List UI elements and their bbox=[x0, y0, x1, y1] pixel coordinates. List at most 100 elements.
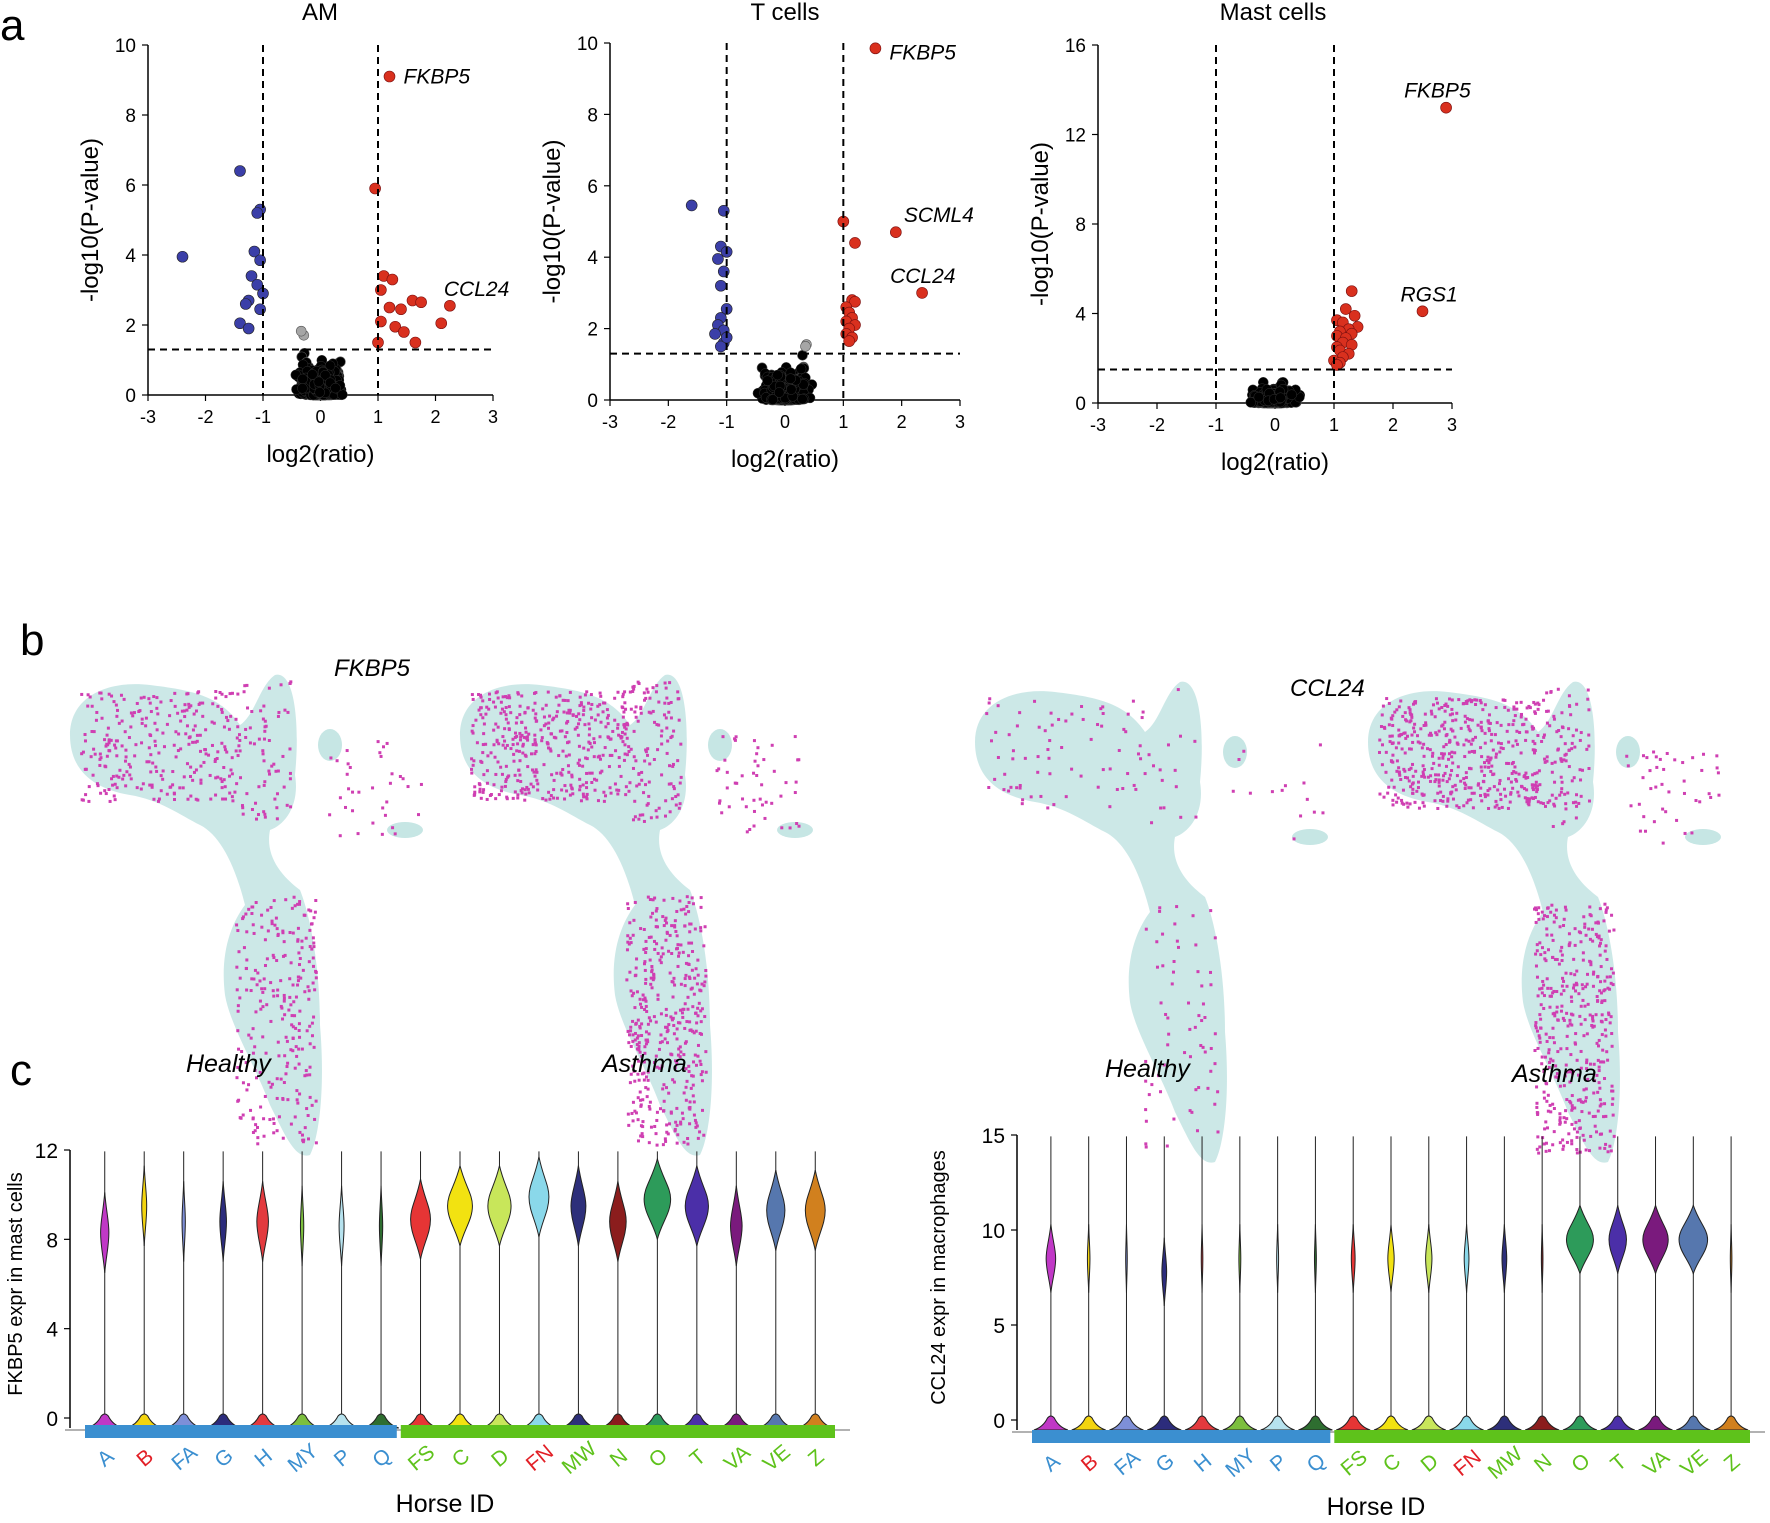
umap-cell-cloud-satellite bbox=[318, 729, 342, 761]
positive-cell bbox=[567, 753, 571, 757]
positive-cell bbox=[1507, 740, 1511, 744]
positive-cell bbox=[652, 973, 656, 977]
positive-cell bbox=[237, 744, 241, 748]
positive-cell bbox=[304, 1069, 308, 1073]
positive-cell bbox=[1209, 1046, 1213, 1050]
positive-cell bbox=[1416, 780, 1420, 784]
positive-cell bbox=[1318, 743, 1322, 747]
positive-cell bbox=[720, 811, 724, 815]
positive-cell bbox=[263, 725, 267, 729]
positive-cell bbox=[113, 798, 117, 802]
positive-cell bbox=[585, 690, 589, 694]
positive-cell bbox=[487, 707, 491, 711]
positive-cell bbox=[122, 773, 126, 777]
positive-cell bbox=[1047, 756, 1051, 760]
gene-label: FKBP5 bbox=[404, 66, 471, 89]
positive-cell bbox=[290, 1014, 294, 1018]
positive-cell bbox=[311, 956, 315, 960]
positive-cell bbox=[617, 764, 621, 768]
positive-cell bbox=[1147, 753, 1151, 757]
positive-cell bbox=[583, 693, 587, 697]
positive-cell bbox=[254, 801, 258, 805]
positive-cell bbox=[1515, 729, 1519, 733]
positive-cell bbox=[185, 708, 189, 712]
positive-cell bbox=[695, 982, 699, 986]
positive-cell bbox=[682, 1140, 686, 1144]
positive-cell bbox=[308, 1095, 312, 1099]
positive-cell bbox=[585, 771, 589, 775]
positive-cell bbox=[298, 957, 302, 961]
positive-cell bbox=[628, 1081, 632, 1085]
positive-cell bbox=[694, 1029, 698, 1033]
positive-cell bbox=[539, 728, 543, 732]
positive-cell bbox=[291, 983, 295, 987]
positive-cell bbox=[509, 747, 513, 751]
positive-cell bbox=[644, 783, 648, 787]
positive-cell bbox=[191, 740, 195, 744]
ns-point bbox=[785, 373, 796, 384]
positive-cell bbox=[120, 719, 124, 723]
positive-cell bbox=[275, 817, 279, 821]
positive-cell bbox=[740, 774, 744, 778]
positive-cell bbox=[651, 686, 655, 690]
positive-cell bbox=[1049, 711, 1053, 715]
positive-cell bbox=[633, 1079, 637, 1083]
positive-cell bbox=[283, 1013, 287, 1017]
positive-cell bbox=[220, 707, 224, 711]
positive-cell bbox=[648, 958, 652, 962]
positive-cell bbox=[655, 723, 659, 727]
positive-cell bbox=[293, 904, 297, 908]
positive-cell bbox=[671, 896, 675, 900]
positive-cell bbox=[679, 742, 683, 746]
positive-cell bbox=[529, 782, 533, 786]
positive-cell bbox=[253, 1129, 257, 1133]
positive-cell bbox=[628, 781, 632, 785]
positive-cell bbox=[1150, 821, 1154, 825]
positive-cell bbox=[344, 805, 348, 809]
up-regulated-point bbox=[383, 70, 396, 83]
positive-cell bbox=[700, 1007, 704, 1011]
positive-cell bbox=[541, 707, 545, 711]
positive-cell bbox=[497, 742, 501, 746]
up-regulated-point bbox=[415, 296, 427, 309]
positive-cell bbox=[472, 759, 476, 763]
positive-cell bbox=[499, 765, 503, 769]
positive-cell bbox=[1213, 1102, 1217, 1106]
positive-cell bbox=[292, 895, 296, 899]
positive-cell bbox=[694, 1011, 698, 1015]
positive-cell bbox=[406, 785, 410, 789]
positive-cell bbox=[583, 723, 587, 727]
up-regulated-point bbox=[1348, 309, 1361, 322]
positive-cell bbox=[376, 740, 380, 744]
positive-cell bbox=[268, 1118, 272, 1122]
positive-cell bbox=[677, 806, 681, 810]
positive-cell bbox=[663, 1037, 667, 1041]
positive-cell bbox=[575, 714, 579, 718]
positive-cell bbox=[616, 690, 620, 694]
positive-cell bbox=[223, 785, 227, 789]
positive-cell bbox=[559, 771, 563, 775]
positive-cell bbox=[124, 748, 128, 752]
positive-cell bbox=[379, 754, 383, 758]
positive-cell bbox=[289, 1003, 293, 1007]
positive-cell bbox=[621, 692, 625, 696]
positive-cell bbox=[762, 758, 766, 762]
positive-cell bbox=[646, 1040, 650, 1044]
positive-cell bbox=[675, 909, 679, 913]
positive-cell bbox=[602, 799, 606, 803]
positive-cell bbox=[152, 695, 156, 699]
positive-cell bbox=[655, 1118, 659, 1122]
positive-cell bbox=[623, 743, 627, 747]
positive-cell bbox=[518, 773, 522, 777]
positive-cell bbox=[1463, 787, 1467, 791]
positive-cell bbox=[471, 697, 475, 701]
positive-cell bbox=[265, 957, 269, 961]
x-tick-label: 3 bbox=[1447, 415, 1457, 435]
positive-cell bbox=[189, 775, 193, 779]
positive-cell bbox=[1546, 948, 1550, 952]
positive-cell bbox=[1497, 741, 1501, 745]
positive-cell bbox=[605, 716, 609, 720]
positive-cell bbox=[1162, 806, 1166, 810]
positive-cell bbox=[512, 752, 516, 756]
positive-cell bbox=[1046, 806, 1050, 810]
